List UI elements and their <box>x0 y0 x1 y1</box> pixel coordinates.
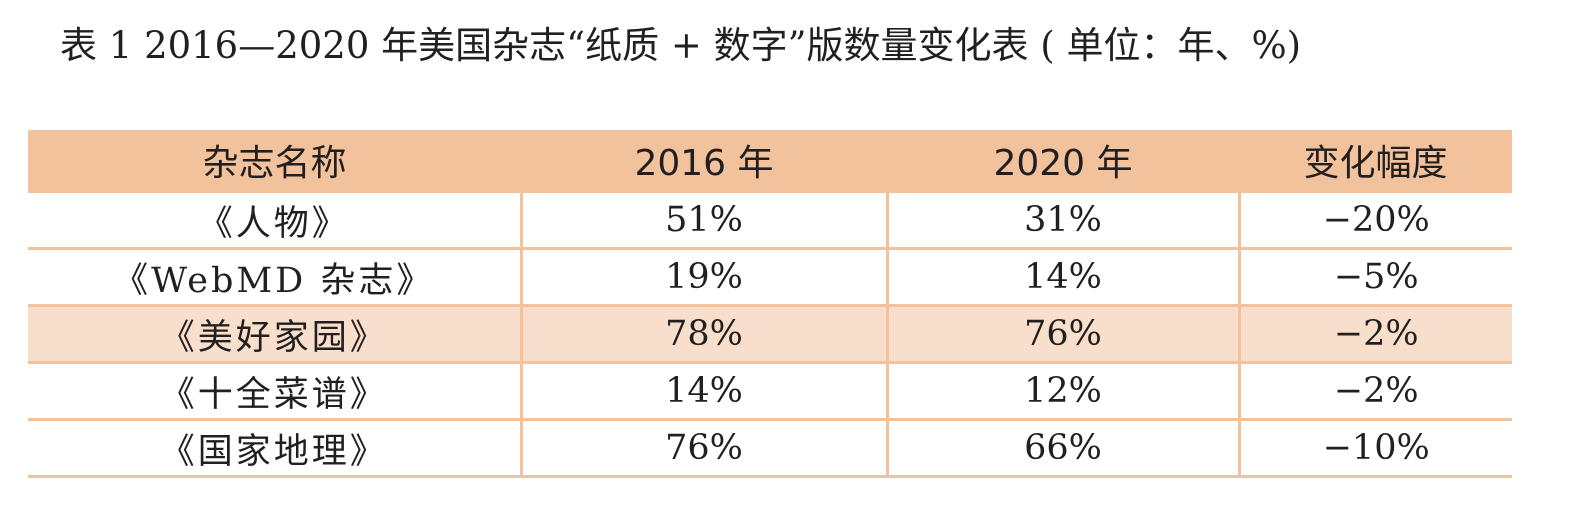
cell-magazine-name: 《WebMD 杂志》 <box>28 248 523 307</box>
column-header-2016: 2016 年 <box>521 130 887 193</box>
column-header-change: 变化幅度 <box>1239 130 1512 193</box>
cell-2016-value: 78% <box>521 305 889 364</box>
cell-2020-value: 31% <box>887 191 1241 250</box>
table-caption: 表 1 2016—2020 年美国杂志“纸质 + 数字”版数量变化表 ( 单位：… <box>60 24 1302 67</box>
table-row: 《国家地理》 76% 66% −10% <box>28 419 1512 478</box>
cell-2016-value: 19% <box>521 248 889 307</box>
cell-change-value: −20% <box>1239 191 1512 250</box>
cell-magazine-name: 《美好家园》 <box>28 305 523 364</box>
data-table-container: 杂志名称 2016 年 2020 年 变化幅度 《人物》 51% 31% −20… <box>28 130 1512 478</box>
cell-magazine-name: 《人物》 <box>28 191 523 250</box>
cell-change-value: −5% <box>1239 248 1512 307</box>
cell-2020-value: 66% <box>887 419 1241 478</box>
data-table: 杂志名称 2016 年 2020 年 变化幅度 《人物》 51% 31% −20… <box>28 130 1512 478</box>
column-header-magazine-name: 杂志名称 <box>28 130 521 193</box>
cell-2020-value: 76% <box>887 305 1241 364</box>
cell-magazine-name: 《国家地理》 <box>28 419 523 478</box>
cell-change-value: −10% <box>1239 419 1512 478</box>
table-row: 《WebMD 杂志》 19% 14% −5% <box>28 248 1512 307</box>
cell-2016-value: 76% <box>521 419 889 478</box>
cell-2016-value: 51% <box>521 191 889 250</box>
cell-2020-value: 14% <box>887 248 1241 307</box>
cell-change-value: −2% <box>1239 305 1512 364</box>
table-header-row: 杂志名称 2016 年 2020 年 变化幅度 <box>28 130 1512 193</box>
table-row: 《美好家园》 78% 76% −2% <box>28 305 1512 364</box>
table-row: 《十全菜谱》 14% 12% −2% <box>28 362 1512 421</box>
table-row: 《人物》 51% 31% −20% <box>28 191 1512 250</box>
cell-change-value: −2% <box>1239 362 1512 421</box>
cell-2020-value: 12% <box>887 362 1241 421</box>
column-header-2020: 2020 年 <box>887 130 1239 193</box>
cell-magazine-name: 《十全菜谱》 <box>28 362 523 421</box>
cell-2016-value: 14% <box>521 362 889 421</box>
